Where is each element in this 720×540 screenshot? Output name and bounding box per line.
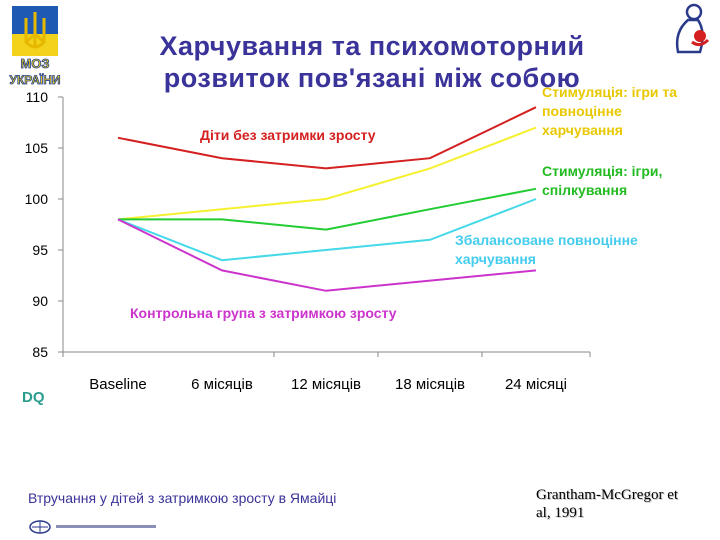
moz-ukraine-logo: МОЗ УКРАЇНИ	[4, 4, 66, 88]
logo-text-2: УКРАЇНИ	[9, 72, 60, 87]
y-tick-label: 110	[26, 89, 49, 105]
y-axis-label: DQ	[22, 389, 45, 406]
footer-caption: Втручання у дітей з затримкою зросту в Я…	[28, 490, 337, 506]
y-tick-label: 90	[32, 293, 48, 309]
series-label-4: Контрольна група з затримкою зросту	[130, 305, 397, 321]
y-tick-label: 105	[25, 140, 49, 156]
series-label-1: повноцінне	[542, 103, 622, 119]
y-tick-label: 85	[32, 344, 48, 360]
x-tick-label: 18 місяців	[395, 376, 465, 393]
mother-child-icon	[664, 2, 718, 62]
series-line-2	[118, 187, 537, 231]
citation: Grantham-McGregor et al, 1991	[536, 486, 716, 522]
series-line-1	[117, 126, 537, 221]
series-label-0: Діти без затримки зросту	[200, 127, 376, 143]
series-line-0	[117, 106, 537, 170]
series-line-4	[117, 218, 537, 292]
series-label-1: харчування	[542, 122, 623, 138]
trident-icon	[24, 12, 46, 49]
series-line-3	[117, 198, 537, 262]
series-label-3: Збалансоване повноцінне	[455, 232, 638, 248]
x-tick-label: 12 місяців	[291, 376, 361, 393]
title-line-1: Харчування та психомоторний	[159, 31, 585, 61]
logo-text-1: МОЗ	[20, 56, 49, 71]
series-label-3: харчування	[455, 251, 536, 267]
series-label-2: Стимуляція: ігри,	[542, 163, 662, 179]
y-tick-label: 95	[32, 242, 48, 258]
title-line-2: розвиток пов'язані між собою	[163, 63, 581, 93]
citation-line-1: Grantham-McGregor et	[536, 487, 679, 503]
page-title: Харчування та психомоторний розвиток пов…	[92, 30, 652, 94]
x-tick-label: 6 місяців	[191, 376, 253, 393]
footer-logo-icon	[28, 520, 168, 534]
y-tick-label: 100	[25, 191, 49, 207]
x-tick-label: Baseline	[89, 376, 147, 393]
x-tick-label: 24 місяці	[505, 376, 567, 393]
citation-line-2: al, 1991	[536, 505, 585, 521]
series-label-2: спілкування	[542, 182, 627, 198]
